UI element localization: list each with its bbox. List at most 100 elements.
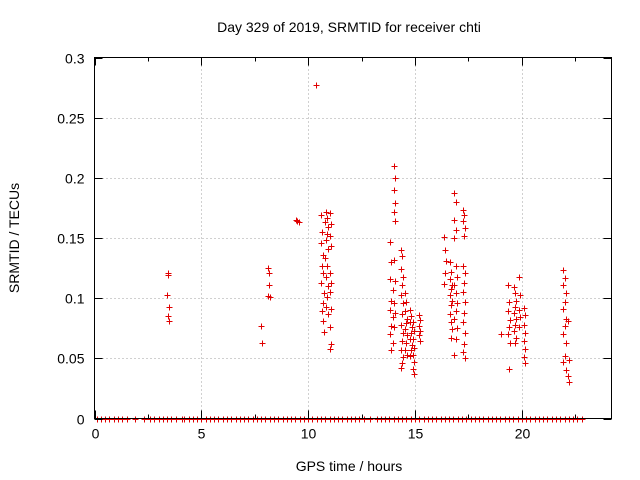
data-point [327,346,334,353]
data-point [319,229,326,236]
data-point [453,263,460,270]
data-point [392,200,399,207]
data-point [560,359,567,366]
data-point [165,313,172,320]
data-point [453,290,460,297]
data-point [392,175,399,182]
data-point [566,357,573,364]
data-point [442,247,449,254]
y-axis-label: SRMTID / TECUs [6,183,22,293]
data-point [399,338,406,345]
zero-data-point [132,416,139,423]
data-point [512,322,519,329]
data-point [387,331,394,338]
data-point [522,330,529,337]
data-point [411,359,418,366]
data-point [407,353,414,360]
data-point [521,354,528,361]
data-point [451,352,458,359]
data-point [166,304,173,311]
data-point [324,215,331,222]
data-point [460,207,467,214]
data-point [462,299,469,306]
data-point [560,267,567,274]
data-point [403,299,410,306]
data-point [562,275,569,282]
data-point [453,199,460,206]
chart-title: Day 329 of 2019, SRMTID for receiver cht… [217,19,481,35]
data-point [266,282,273,289]
data-point [391,257,398,264]
data-point [512,290,519,297]
data-point [391,187,398,194]
data-point [516,307,523,314]
data-point [461,310,468,317]
x-tick-label: 15 [408,426,424,442]
data-point [400,354,407,361]
y-tick-label: 0.2 [65,171,85,187]
data-point [398,292,405,299]
data-point [447,311,454,318]
data-points [94,82,586,423]
data-point [416,312,423,319]
data-point [390,340,397,347]
data-point [563,340,570,347]
y-tick-label: 0.25 [57,111,84,127]
data-point [325,224,332,231]
data-point [451,282,458,289]
data-point [448,286,455,293]
data-point [513,316,520,323]
data-point [324,294,331,301]
data-point [388,323,395,330]
data-point [460,289,467,296]
data-point [416,332,423,339]
data-point [390,287,397,294]
data-point [461,212,468,219]
data-point [403,320,410,327]
data-point [318,280,325,287]
data-point [416,323,423,330]
data-point [460,319,467,326]
data-point [322,255,329,262]
x-tick-label: 5 [198,426,206,442]
data-point [451,217,458,224]
data-point [322,219,329,226]
data-point [511,284,518,291]
data-point [461,233,468,240]
data-point [267,294,274,301]
data-point [417,328,424,335]
data-point [328,243,335,250]
data-point [398,365,405,372]
data-point [563,367,570,374]
data-point [563,290,570,297]
data-point [403,340,410,347]
data-point [404,352,411,359]
data-point [391,209,398,216]
data-point [325,246,332,253]
data-point [417,338,424,345]
zero-data-point [141,416,148,423]
data-point [505,331,512,338]
data-point [327,289,334,296]
data-point [323,209,330,216]
data-point [320,318,327,325]
data-point [447,259,454,266]
data-point [560,306,567,313]
zero-data-point [367,416,374,423]
data-point [453,308,460,315]
data-point [462,355,469,362]
data-point [506,366,513,373]
x-axis-label: GPS time / hours [296,458,403,474]
data-point [511,310,518,317]
data-point [392,278,399,285]
data-point [521,305,528,312]
x-tick-label: 10 [301,426,317,442]
data-point [387,307,394,314]
data-point [521,338,528,345]
data-point [324,263,331,270]
data-point [460,349,467,356]
data-point [259,340,266,347]
zero-data-point [173,416,180,423]
data-point [562,353,569,360]
